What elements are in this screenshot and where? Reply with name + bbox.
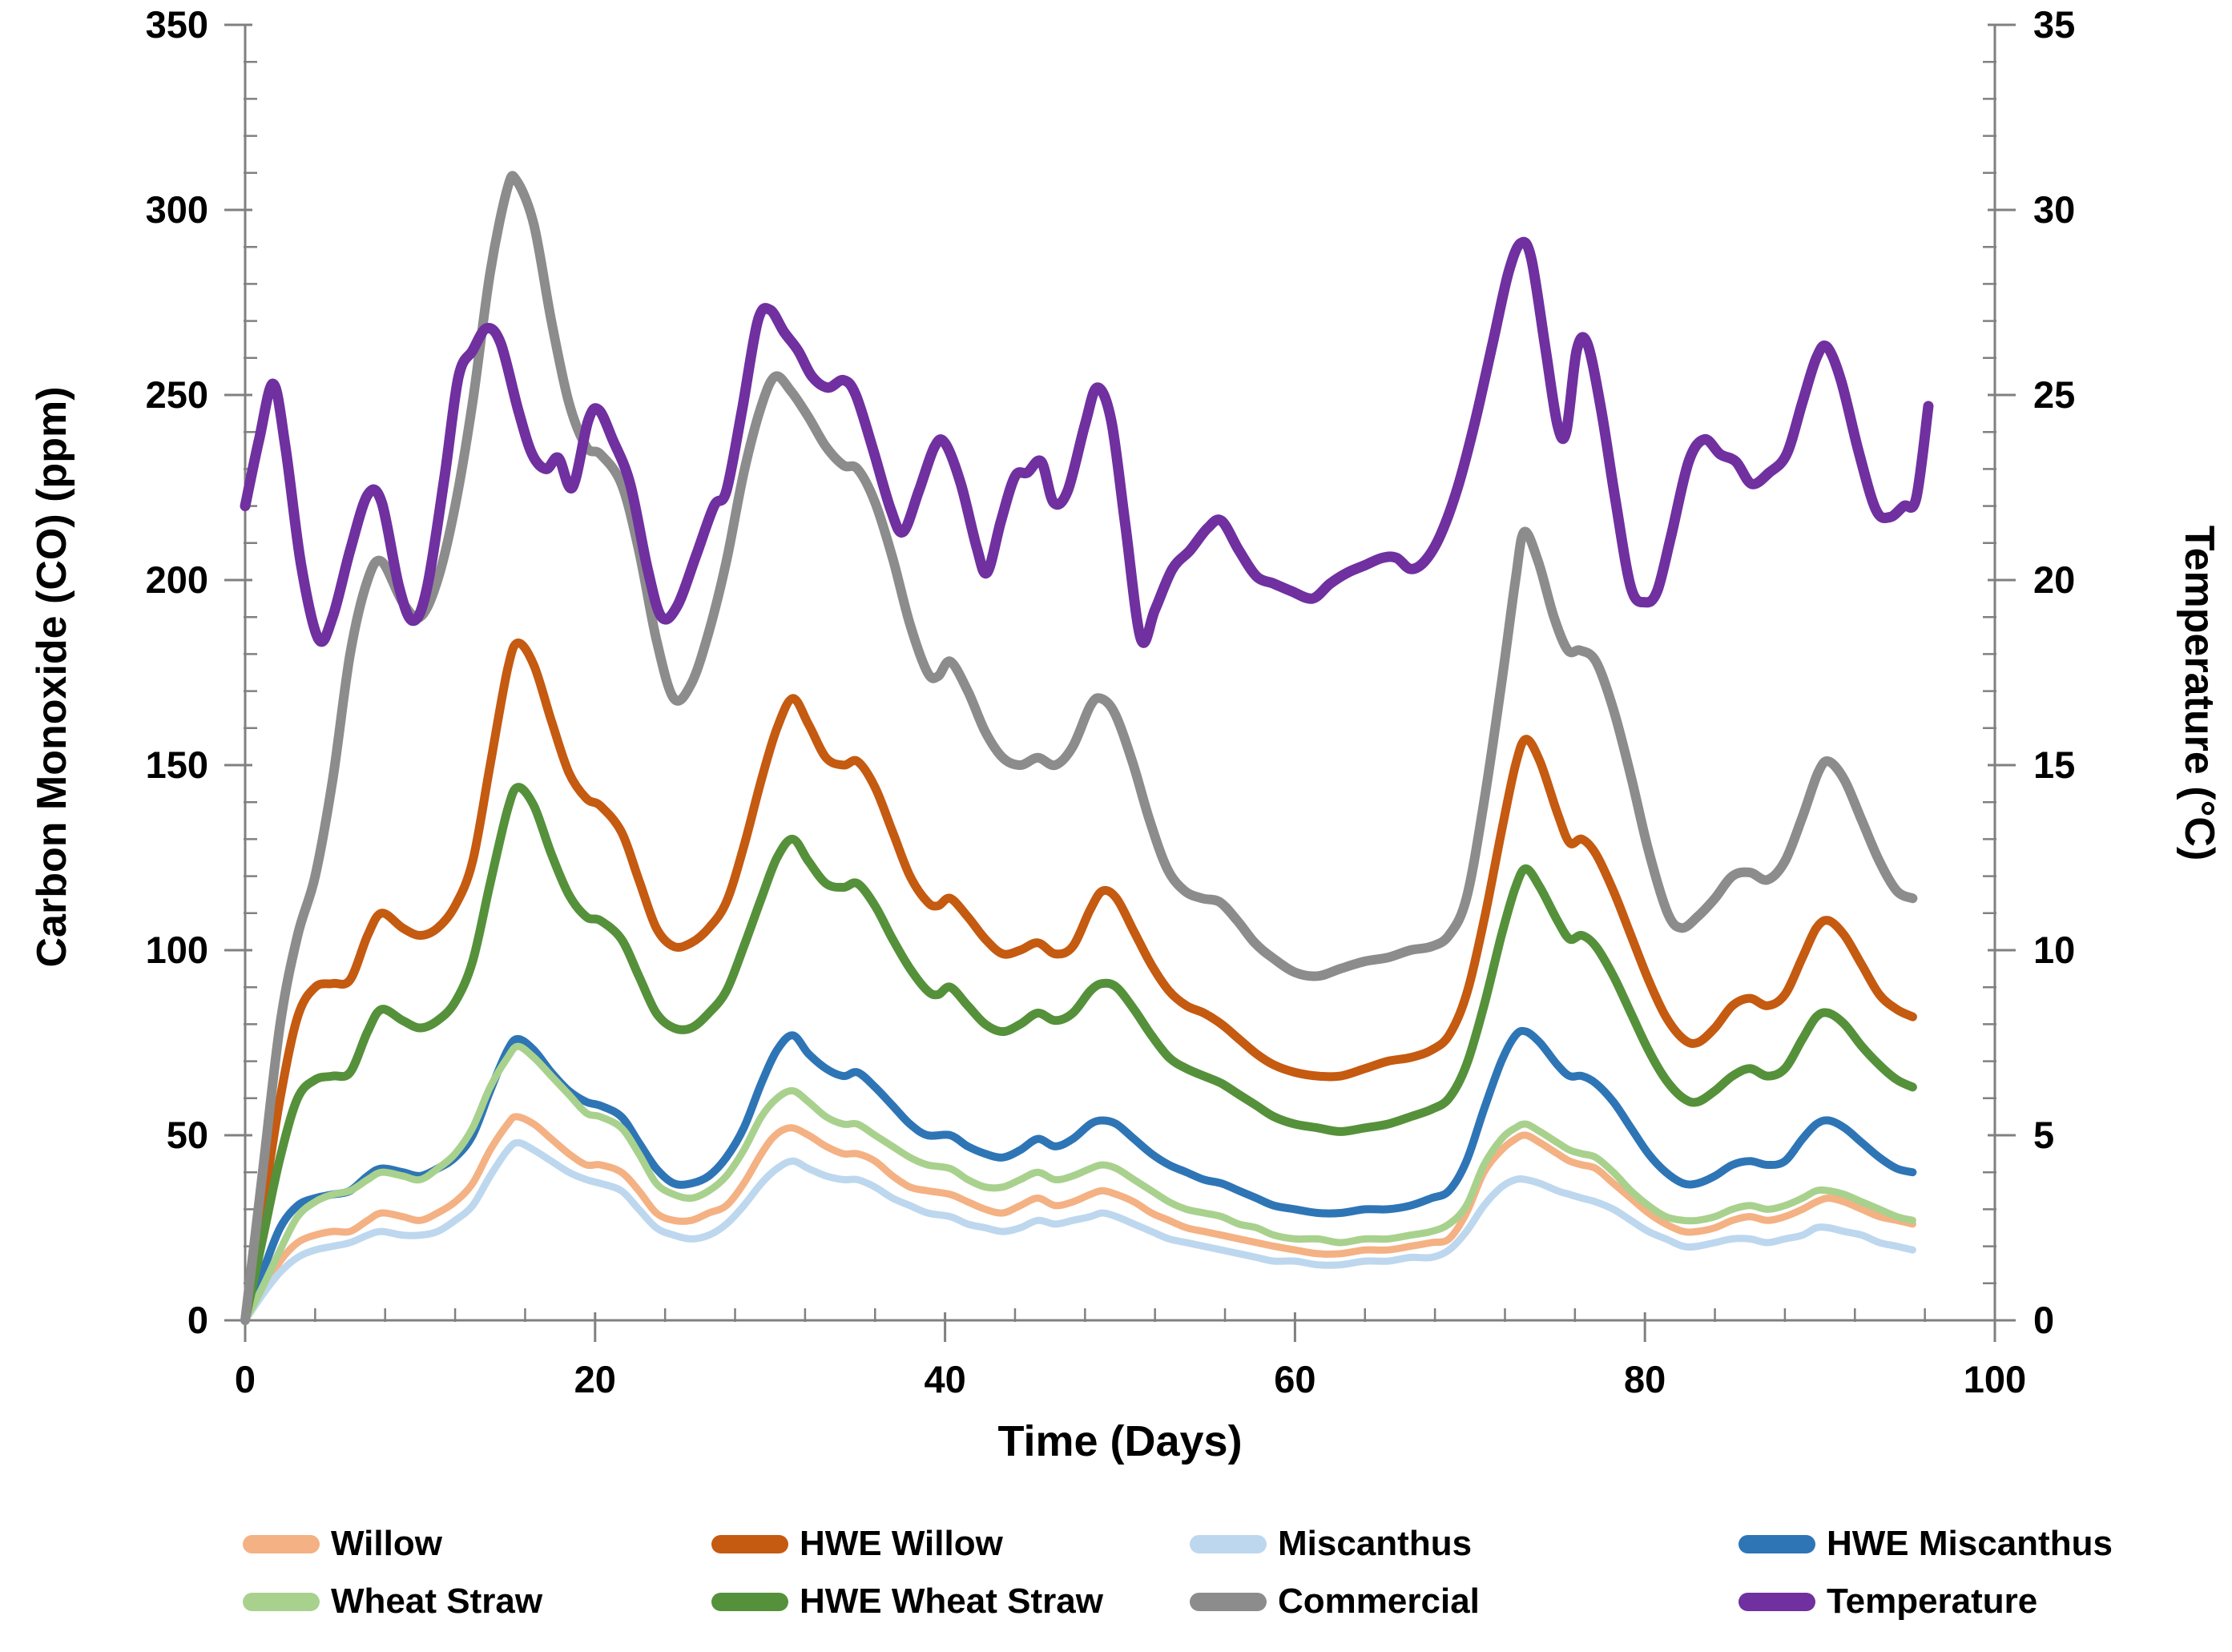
legend-item-willow: Willow xyxy=(243,1521,442,1566)
series-line-willow xyxy=(241,1113,1916,1324)
legend-item-temperature: Temperature xyxy=(1738,1579,2037,1624)
tick-label: 0 xyxy=(235,1358,256,1400)
series-line-hwe-willow xyxy=(240,639,1917,1325)
legend-label: HWE Wheat Straw xyxy=(800,1581,1103,1621)
tick-label: 60 xyxy=(1274,1358,1315,1400)
tick-label: 300 xyxy=(146,188,208,231)
tick-label: 200 xyxy=(146,558,208,601)
tick-label: 0 xyxy=(2033,1299,2054,1341)
y-left-axis-title: Carbon Monoxide (CO) (ppm) xyxy=(29,386,75,968)
series-line-hwe-miscanthus xyxy=(241,1026,1917,1324)
tick-label: 350 xyxy=(146,3,208,46)
hwe-miscanthus-line-swatch xyxy=(1738,1534,1815,1553)
series-line-miscanthus xyxy=(241,1138,1916,1324)
y-right-axis-title: Temperature (°C) xyxy=(2176,525,2222,861)
tick-label: 80 xyxy=(1624,1358,1666,1400)
hwe-willow-line-swatch xyxy=(711,1534,788,1553)
willow-line-swatch xyxy=(243,1534,320,1553)
legend-label: Temperature xyxy=(1827,1581,2038,1621)
temperature-line-swatch xyxy=(1738,1592,1815,1611)
series-line-hwe-wheat-straw xyxy=(240,783,1917,1325)
axes-group xyxy=(244,25,1996,1322)
series-line-wheat-straw xyxy=(241,1042,1916,1324)
tick-label: 35 xyxy=(2033,3,2075,46)
tick-label: 150 xyxy=(146,743,208,786)
legend-item-commercial: Commercial xyxy=(1190,1579,1480,1624)
commercial-line-swatch xyxy=(1190,1592,1267,1611)
legend-item-hwe-wheat-straw: HWE Wheat Straw xyxy=(711,1579,1103,1624)
tick-label: 25 xyxy=(2033,373,2075,416)
series-line-commercial xyxy=(240,171,1918,1325)
tick-label: 100 xyxy=(1964,1358,2026,1400)
legend-label: Wheat Straw xyxy=(331,1581,543,1621)
tick-label: 50 xyxy=(167,1114,208,1156)
hwe-wheat-straw-line-swatch xyxy=(711,1592,788,1611)
legend-item-wheat-straw: Wheat Straw xyxy=(243,1579,542,1624)
miscanthus-line-swatch xyxy=(1190,1534,1267,1553)
tick-group xyxy=(224,23,2016,1342)
legend-label: HWE Willow xyxy=(800,1524,1003,1563)
series-line-temperature xyxy=(240,236,1934,648)
tick-label: 30 xyxy=(2033,188,2075,231)
x-axis-title: Time (Days) xyxy=(997,1417,1243,1465)
tick-label: 20 xyxy=(2033,558,2075,601)
legend-label: HWE Miscanthus xyxy=(1827,1524,2113,1563)
tick-label: 5 xyxy=(2033,1114,2054,1156)
tick-label: 10 xyxy=(2033,929,2075,971)
legend-label: Miscanthus xyxy=(1278,1524,1473,1563)
legend-item-hwe-willow: HWE Willow xyxy=(711,1521,1003,1566)
tick-label: 100 xyxy=(146,929,208,971)
tick-label: 250 xyxy=(146,373,208,416)
legend-label: Commercial xyxy=(1278,1581,1480,1621)
legend-label: Willow xyxy=(331,1524,442,1563)
tick-label: 15 xyxy=(2033,743,2075,786)
series-group xyxy=(240,171,1934,1325)
tick-label: 20 xyxy=(574,1358,616,1400)
legend-item-miscanthus: Miscanthus xyxy=(1190,1521,1472,1566)
tick-label: 0 xyxy=(187,1299,208,1341)
legend-item-hwe-miscanthus: HWE Miscanthus xyxy=(1738,1521,2113,1566)
tick-label: 40 xyxy=(924,1358,965,1400)
wheat-straw-line-swatch xyxy=(243,1592,320,1611)
